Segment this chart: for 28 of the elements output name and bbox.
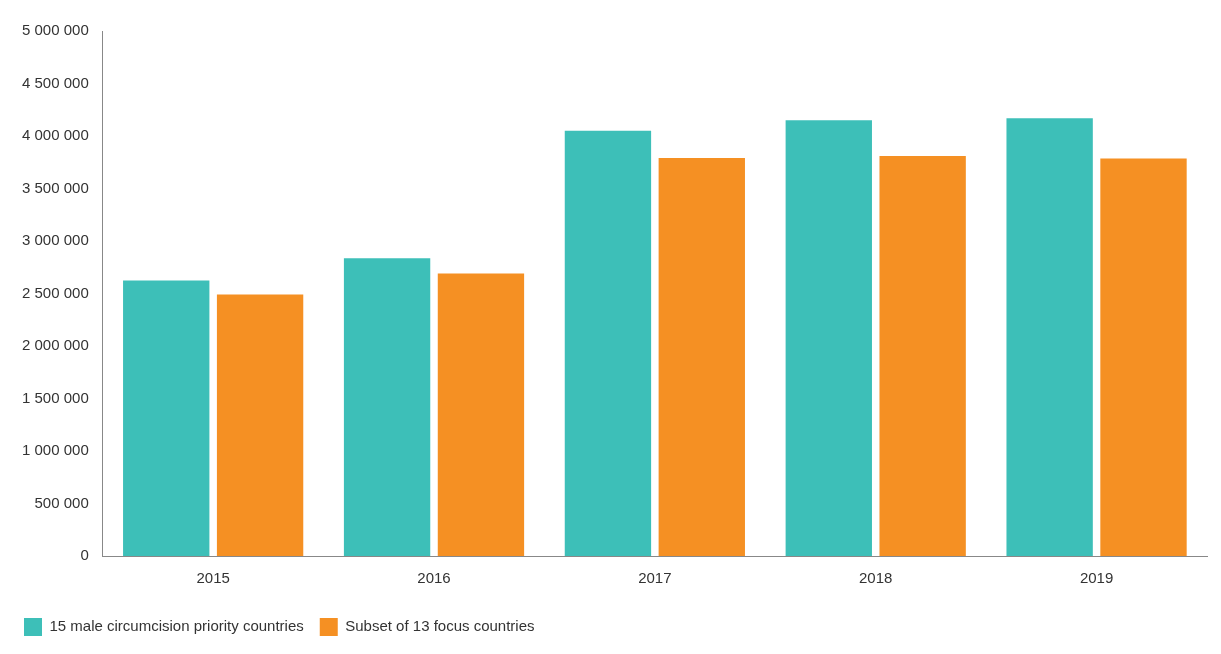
- bar: [564, 130, 652, 556]
- y-tick-label: 2 000 000: [22, 336, 89, 354]
- y-tick-label: 3 500 000: [22, 178, 89, 196]
- y-tick-label: 4 000 000: [22, 126, 89, 144]
- bar: [658, 158, 745, 556]
- y-tick-label: 2 500 000: [22, 283, 89, 301]
- x-tick-label: 2017: [638, 569, 672, 587]
- x-tick-label: 2015: [196, 569, 230, 587]
- x-tick-label: 2016: [417, 569, 451, 587]
- bar: [1006, 118, 1093, 556]
- y-tick-label: 1 000 000: [22, 441, 89, 459]
- bar: [785, 120, 872, 556]
- y-tick-label: 4 500 000: [22, 73, 89, 91]
- legend-label: Subset of 13 focus countries: [345, 617, 535, 635]
- x-tick-label: 2019: [1079, 569, 1114, 587]
- bar: [1100, 158, 1187, 556]
- legend-label: 15 male circumcision priority countries: [49, 617, 304, 635]
- bar: [343, 258, 431, 556]
- bar: [879, 155, 966, 556]
- y-tick-label: 5 000 000: [22, 21, 89, 39]
- y-tick-label: 500 000: [34, 493, 89, 511]
- y-tick-label: 3 000 000: [22, 231, 89, 249]
- y-tick-label: 0: [80, 546, 89, 564]
- bar: [216, 294, 304, 556]
- bar: [123, 280, 210, 556]
- bar: [437, 273, 525, 556]
- x-tick-label: 2018: [859, 569, 893, 587]
- y-tick-label: 1 500 000: [22, 388, 89, 406]
